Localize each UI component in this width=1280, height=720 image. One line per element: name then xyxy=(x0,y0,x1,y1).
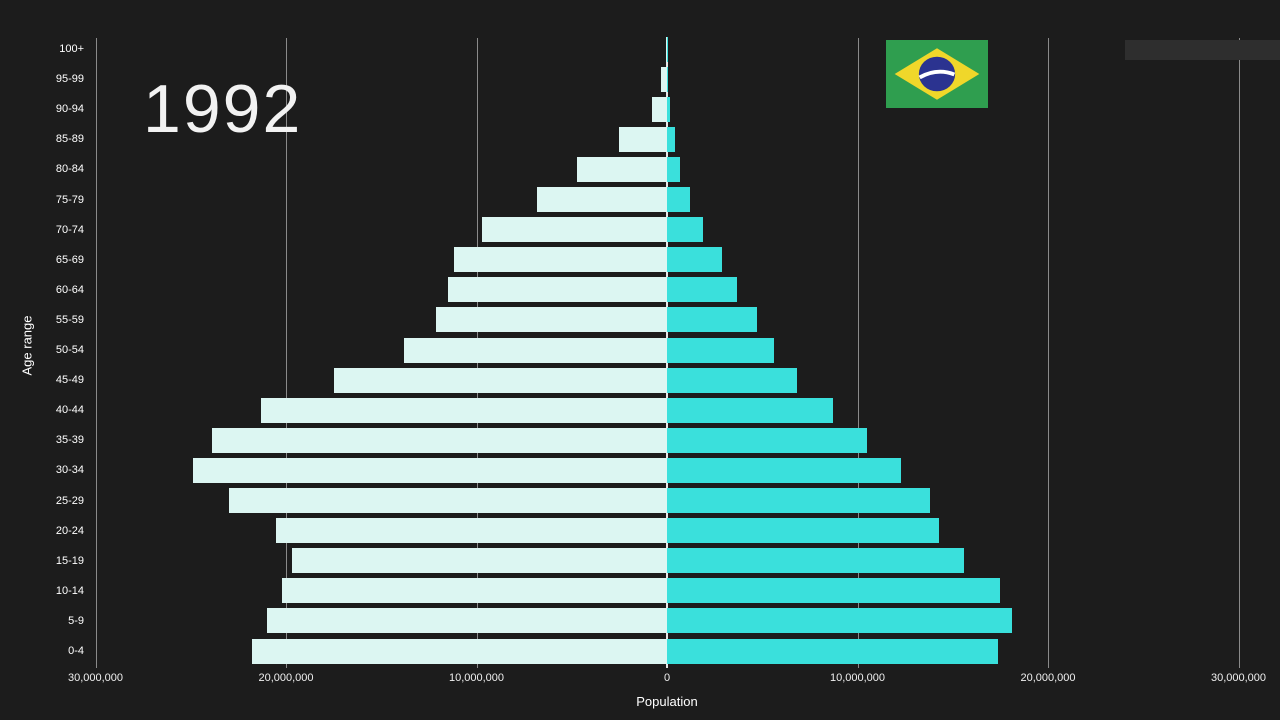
bar-right-70-74 xyxy=(667,217,704,243)
x-tick-label: 30,000,000 xyxy=(67,672,124,684)
y-axis-title: Age range xyxy=(19,315,35,376)
x-tick-label: 20,000,000 xyxy=(258,672,314,684)
y-tick-label: 45-49 xyxy=(55,374,84,387)
y-tick-label: 85-89 xyxy=(55,133,84,146)
bar-right-50-54 xyxy=(667,337,774,363)
bar-left-35-39 xyxy=(211,427,667,453)
year-label: 1992 xyxy=(143,71,303,147)
y-tick-label: 40-44 xyxy=(55,404,84,417)
bar-left-30-34 xyxy=(192,457,667,483)
x-tick-label: 0 xyxy=(663,672,671,684)
bar-left-55-59 xyxy=(436,307,667,333)
bar-left-15-19 xyxy=(291,548,667,574)
bar-right-90-94 xyxy=(667,96,670,122)
gridline xyxy=(1048,38,1049,668)
bar-left-25-29 xyxy=(228,488,667,513)
y-tick-label: 0-4 xyxy=(68,645,84,657)
bar-left-60-64 xyxy=(447,277,667,303)
y-tick-label: 100+ xyxy=(59,43,84,55)
bar-left-0-4 xyxy=(251,638,667,664)
bar-left-40-44 xyxy=(261,397,667,423)
bar-right-35-39 xyxy=(667,427,868,453)
gridline xyxy=(286,38,287,668)
bar-right-0-4 xyxy=(667,638,999,664)
y-tick-label: 20-24 xyxy=(55,524,84,537)
bar-right-15-19 xyxy=(667,548,965,574)
bar-right-40-44 xyxy=(667,397,833,423)
bar-left-5-9 xyxy=(266,608,667,634)
bar-left-50-54 xyxy=(404,337,667,363)
x-tick-label: 10,000,000 xyxy=(448,672,505,684)
bar-left-75-79 xyxy=(537,187,667,212)
bar-left-10-14 xyxy=(282,578,667,604)
x-tick-label: 10,000,000 xyxy=(829,672,886,684)
bar-left-65-69 xyxy=(453,247,667,273)
y-tick-label: 70-74 xyxy=(55,223,84,236)
bar-left-80-84 xyxy=(577,156,667,182)
x-axis-title: Population xyxy=(636,694,698,709)
gridline xyxy=(95,38,97,668)
bar-left-85-89 xyxy=(619,126,667,152)
bar-right-55-59 xyxy=(667,307,757,333)
y-tick-label: 50-54 xyxy=(55,344,84,356)
y-tick-label: 55-59 xyxy=(55,313,84,326)
y-tick-label: 10-14 xyxy=(55,584,84,597)
x-tick-label: 20,000,000 xyxy=(1020,672,1076,684)
y-tick-label: 25-29 xyxy=(55,494,84,507)
y-tick-label: 80-84 xyxy=(55,163,84,176)
bar-left-100+ xyxy=(666,36,667,62)
y-tick-label: 15-19 xyxy=(55,554,84,567)
bar-right-20-24 xyxy=(667,518,940,544)
bar-right-60-64 xyxy=(667,277,738,303)
y-tick-label: 60-64 xyxy=(55,283,84,296)
y-tick-label: 5-9 xyxy=(68,614,84,627)
brazil-flag-icon xyxy=(886,40,988,108)
bar-right-65-69 xyxy=(667,247,723,273)
bar-right-75-79 xyxy=(667,187,690,212)
bar-left-90-94 xyxy=(651,96,667,122)
bar-right-95-99 xyxy=(667,66,668,92)
video-overlay-artifact xyxy=(1125,40,1280,60)
y-tick-label: 30-34 xyxy=(55,464,84,477)
y-tick-label: 75-79 xyxy=(55,193,84,206)
bar-left-95-99 xyxy=(661,66,667,92)
y-tick-label: 95-99 xyxy=(55,73,84,86)
bar-right-5-9 xyxy=(667,608,1012,634)
bar-right-10-14 xyxy=(667,578,1001,604)
y-tick-label: 65-69 xyxy=(55,253,84,266)
gridline xyxy=(857,38,859,668)
bar-right-30-34 xyxy=(667,457,902,483)
bar-right-25-29 xyxy=(667,488,930,513)
bar-left-45-49 xyxy=(333,367,667,393)
x-tick-label: 30,000,000 xyxy=(1210,672,1267,684)
gridline xyxy=(1238,38,1240,668)
bar-right-80-84 xyxy=(667,156,681,182)
y-tick-label: 35-39 xyxy=(55,434,84,447)
bar-left-70-74 xyxy=(482,217,667,243)
bar-right-85-89 xyxy=(667,126,675,152)
y-tick-label: 90-94 xyxy=(55,103,84,116)
bar-left-20-24 xyxy=(276,518,667,544)
bar-right-45-49 xyxy=(667,367,797,393)
